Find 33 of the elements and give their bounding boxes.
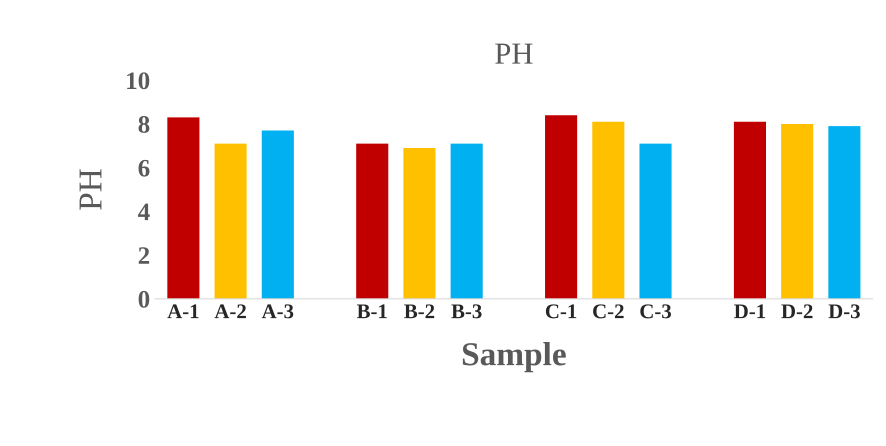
y-axis-title: PH <box>80 169 102 210</box>
x-tick-label: D-2 <box>781 304 812 318</box>
y-tick-label: 10 <box>127 72 150 90</box>
bar <box>450 144 483 299</box>
x-tick-label: C-1 <box>546 304 576 318</box>
bar <box>214 144 247 299</box>
bar <box>262 130 294 299</box>
x-tick-label: B-2 <box>404 304 434 318</box>
chart-title: PH <box>495 44 533 64</box>
bar <box>356 144 388 299</box>
y-tick-label: 2 <box>138 247 150 264</box>
x-tick-label: A-1 <box>167 304 198 318</box>
y-tick-label: 0 <box>138 290 150 308</box>
bar <box>828 126 860 299</box>
x-tick-label: D-1 <box>734 304 766 318</box>
x-tick-label: B-1 <box>356 304 387 318</box>
x-axis-title: Sample <box>462 342 566 372</box>
y-tick-label: 4 <box>138 204 150 220</box>
x-tick-label: D-3 <box>828 304 860 318</box>
y-tick-label: 8 <box>138 116 150 133</box>
bar <box>781 124 814 299</box>
bar <box>403 148 436 299</box>
x-tick-label: B-3 <box>451 304 482 318</box>
bar <box>545 115 578 299</box>
bar <box>592 122 624 299</box>
x-tick-label: C-2 <box>593 304 624 318</box>
bar <box>734 122 766 299</box>
bar <box>167 117 200 299</box>
x-tick-label: A-2 <box>214 304 246 318</box>
bar <box>639 144 672 299</box>
x-tick-label: C-3 <box>640 304 672 318</box>
x-tick-label: A-3 <box>262 304 294 318</box>
y-tick-label: 6 <box>138 160 150 177</box>
